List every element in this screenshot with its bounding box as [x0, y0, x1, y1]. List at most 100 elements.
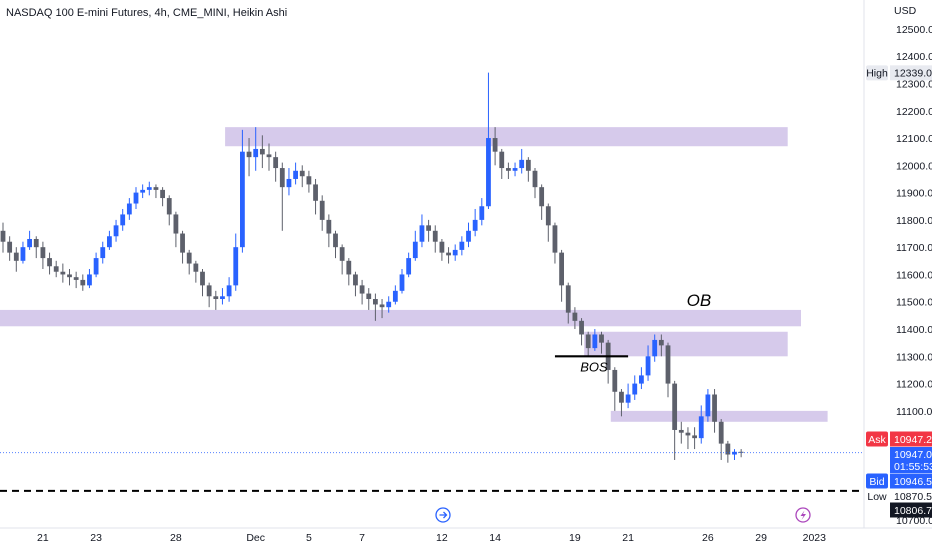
candle-body [359, 285, 365, 294]
ask-tag-value-bg [890, 431, 932, 447]
time-tick-label: 28 [170, 532, 182, 544]
last-price-tag: 10947.0001:55:53 [890, 447, 932, 473]
candle-body [665, 345, 671, 384]
price-tick-label: 12200.00 [896, 106, 932, 118]
candle-body [146, 187, 152, 190]
candle-body [685, 432, 691, 436]
time-tick-label: 12 [436, 532, 448, 544]
price-tick-label: 12400.00 [896, 51, 932, 63]
candle-body [206, 285, 212, 297]
candle-body [552, 225, 558, 253]
time-tick-label: 29 [755, 532, 767, 544]
candle-body [565, 285, 571, 313]
candle-body [678, 429, 684, 433]
supply-demand-zone-3 [610, 410, 828, 422]
candles-layer [0, 72, 744, 463]
candle-body [545, 206, 551, 226]
candle-body [698, 416, 704, 439]
price-tick-label: 11200.00 [896, 379, 932, 391]
chart-title: NASDAQ 100 E-mini Futures, 4h, CME_MINI,… [6, 7, 288, 19]
candle-body [599, 334, 604, 343]
candle-body [705, 394, 711, 417]
low-tag-value-bg [890, 488, 932, 504]
candle-body [213, 296, 219, 300]
candle-body [253, 148, 259, 158]
candle-body [466, 230, 471, 242]
candle-body [652, 339, 658, 357]
candle-body [419, 225, 425, 242]
candle-body [339, 247, 345, 261]
candle-body [166, 198, 172, 215]
dashed-line-tag: 10806.75 [890, 502, 932, 518]
candle-body [625, 394, 631, 403]
candle-body [452, 249, 458, 256]
candle-body [732, 451, 737, 455]
candle-body [572, 312, 578, 321]
high-tag: High 12339.00 [866, 65, 932, 81]
candle-body [299, 170, 305, 177]
candle-body [499, 151, 505, 169]
low-tag: Low 10870.50 [866, 488, 932, 504]
candle-body [186, 252, 192, 264]
candle-body [459, 241, 465, 250]
time-tick-label: 19 [569, 532, 581, 544]
candle-body [226, 285, 232, 297]
price-tick-label: 11100.00 [896, 406, 932, 418]
candle-body [559, 252, 564, 286]
candle-body [492, 138, 498, 152]
candle-body [60, 271, 66, 275]
candle-body [645, 356, 651, 376]
candle-body [672, 383, 678, 430]
high-tag-value: 12339.00 [894, 68, 932, 80]
last-price-bg [890, 447, 932, 473]
candle-body [279, 168, 285, 188]
supply-demand-zone-2 [584, 331, 788, 357]
time-tick-label: Dec [246, 532, 265, 544]
candle-body [632, 383, 638, 395]
candle-body [180, 233, 185, 253]
high-tag-label-bg [866, 65, 888, 81]
low-tag-label: Low [867, 491, 887, 503]
bid-tag-value: 10946.50 [894, 476, 932, 488]
candle-body [47, 258, 52, 267]
candle-body [539, 187, 545, 207]
time-tick-label: 23 [90, 532, 102, 544]
candle-body [386, 301, 392, 308]
candle-body [353, 274, 358, 286]
candle-body [512, 168, 518, 171]
price-tags-layer: High12339.00Ask10947.2510947.0001:55:53B… [866, 65, 932, 518]
candle-body [220, 296, 225, 300]
candle-body [7, 241, 13, 253]
dashed-line-tag-value-bg [890, 502, 932, 518]
candle-body [113, 225, 119, 237]
candle-body [306, 176, 312, 185]
ask-tag: Ask 10947.25 [866, 431, 932, 447]
candle-body [293, 170, 298, 179]
candle-body [525, 159, 531, 171]
candle-body [133, 192, 139, 204]
candle-body [53, 266, 59, 272]
price-tick-label: 12300.00 [896, 78, 932, 90]
time-axis: 21 23 28 Dec 5 7 12 14 19 21 26 29 2023 [37, 532, 826, 544]
candle-body [259, 148, 265, 155]
low-tag-value: 10870.50 [894, 491, 932, 503]
candle-body [93, 258, 99, 275]
candle-body [286, 178, 292, 188]
price-tick-label: 11900.00 [896, 188, 932, 200]
candle-body [346, 260, 352, 275]
candle-body [486, 138, 491, 207]
candle-body [160, 189, 165, 199]
candle-body [73, 277, 79, 280]
candle-body [446, 252, 451, 256]
candle-body [412, 241, 418, 259]
candle-body [20, 247, 26, 261]
zones-layer [0, 127, 828, 422]
time-tick-label: 14 [489, 532, 501, 544]
grid-layer [0, 0, 932, 529]
candle-body [100, 247, 106, 259]
candle-body [193, 263, 199, 272]
candle-body [333, 233, 338, 248]
candle-body [579, 320, 584, 335]
candle-body [40, 247, 46, 259]
